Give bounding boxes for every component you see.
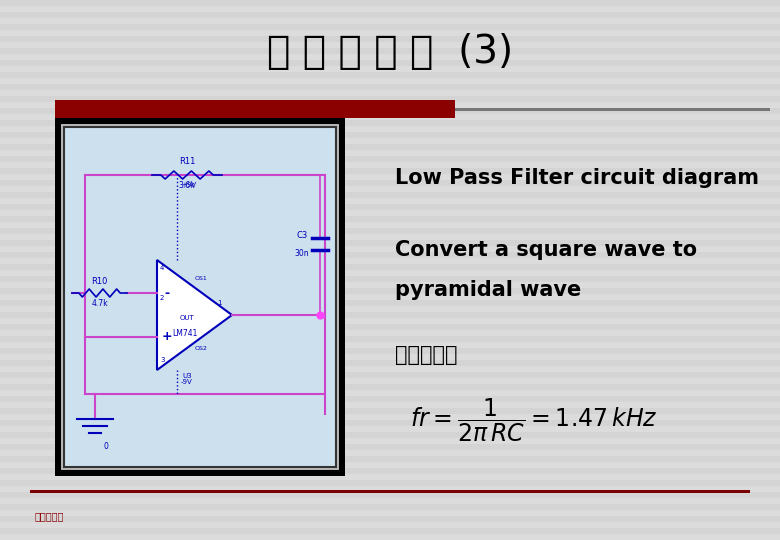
Bar	[0, 420, 780, 426]
Polygon shape	[157, 260, 232, 370]
Bar	[0, 360, 780, 366]
Bar	[0, 432, 780, 438]
Text: Convert a square wave to: Convert a square wave to	[395, 240, 697, 260]
Text: pyramidal wave: pyramidal wave	[395, 280, 581, 300]
Bar	[0, 348, 780, 354]
Bar	[0, 132, 780, 138]
Text: 1: 1	[217, 300, 222, 306]
Bar	[0, 492, 780, 498]
Bar	[0, 300, 780, 306]
Bar	[55, 118, 345, 476]
Bar	[0, 216, 780, 222]
Bar	[0, 180, 780, 186]
Bar	[0, 144, 780, 150]
Bar	[0, 156, 780, 162]
Text: 2: 2	[160, 295, 165, 301]
Bar	[0, 12, 780, 18]
Text: OS2: OS2	[195, 346, 208, 351]
Text: -: -	[165, 287, 169, 300]
Bar	[0, 312, 780, 318]
Bar	[0, 108, 780, 114]
Bar	[0, 372, 780, 378]
Bar	[60, 123, 340, 471]
Bar	[0, 96, 780, 102]
Bar	[0, 240, 780, 246]
Bar	[455, 108, 770, 111]
Text: 회 로 도 분 석  (3): 회 로 도 분 석 (3)	[267, 33, 513, 71]
Text: R10: R10	[91, 278, 108, 287]
Bar	[0, 324, 780, 330]
Bar	[0, 276, 780, 282]
Bar	[0, 0, 780, 6]
Bar	[55, 100, 455, 118]
Bar	[30, 490, 750, 493]
Bar	[0, 396, 780, 402]
Bar	[0, 72, 780, 78]
Bar	[0, 228, 780, 234]
Bar	[0, 516, 780, 522]
Bar	[0, 36, 780, 42]
Text: 30n: 30n	[295, 249, 310, 259]
Bar	[0, 60, 780, 66]
Bar	[0, 168, 780, 174]
Text: 4: 4	[160, 265, 165, 271]
Bar	[0, 84, 780, 90]
Text: +9V: +9V	[181, 182, 196, 188]
Text: 3.6k: 3.6k	[179, 181, 195, 191]
Bar	[0, 192, 780, 198]
Bar	[0, 288, 780, 294]
Text: C3: C3	[296, 232, 307, 240]
Text: OS1: OS1	[195, 276, 207, 281]
Bar	[0, 24, 780, 30]
Bar	[64, 127, 336, 467]
Bar	[0, 480, 780, 486]
Bar	[0, 264, 780, 270]
Text: R11: R11	[179, 158, 195, 166]
Bar	[0, 408, 780, 414]
Bar	[0, 456, 780, 462]
Bar	[0, 384, 780, 390]
Text: +: +	[161, 330, 172, 343]
Text: $fr = \dfrac{1}{2\pi\,RC} = 1.47\,kHz$: $fr = \dfrac{1}{2\pi\,RC} = 1.47\,kHz$	[410, 396, 658, 444]
Bar	[0, 120, 780, 126]
Text: 황운대학교: 황운대학교	[35, 511, 65, 521]
Text: U3: U3	[182, 373, 192, 379]
Text: -9V: -9V	[181, 379, 193, 385]
Bar	[0, 444, 780, 450]
Text: 4.7k: 4.7k	[91, 300, 108, 308]
Text: 공진주파수: 공진주파수	[395, 345, 458, 365]
Text: 3: 3	[160, 357, 165, 363]
Bar	[0, 204, 780, 210]
Bar	[0, 48, 780, 54]
Bar	[0, 252, 780, 258]
Text: 0: 0	[103, 442, 108, 451]
Bar	[0, 504, 780, 510]
Bar	[0, 468, 780, 474]
Bar	[0, 336, 780, 342]
Text: LM741: LM741	[172, 328, 197, 338]
Text: Low Pass Filter circuit diagram: Low Pass Filter circuit diagram	[395, 168, 759, 188]
Bar	[0, 528, 780, 534]
Text: OUT: OUT	[179, 315, 194, 321]
